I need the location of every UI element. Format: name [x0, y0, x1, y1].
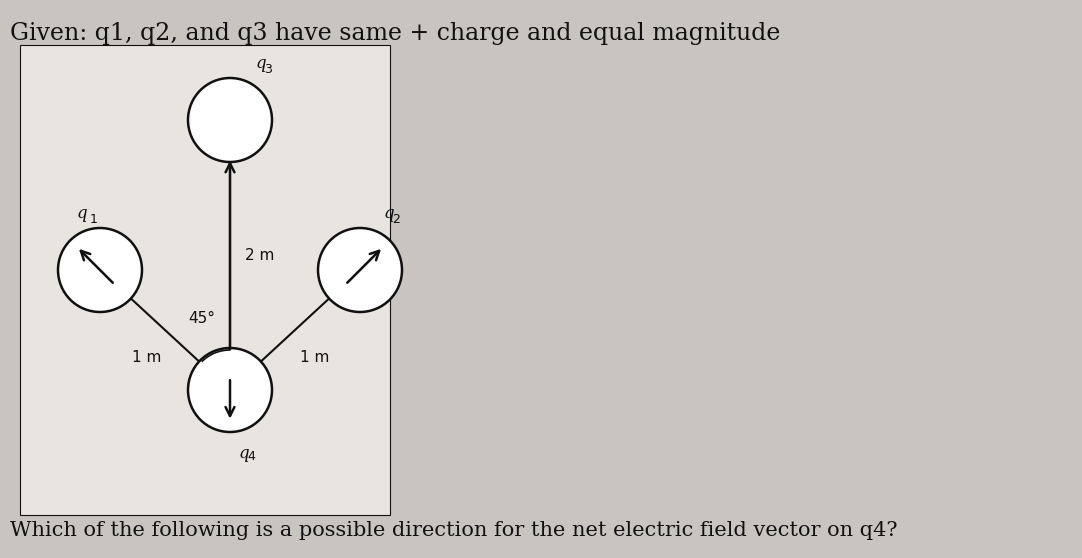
Text: 1: 1	[90, 213, 97, 225]
Text: q: q	[383, 205, 394, 222]
Text: 1 m: 1 m	[132, 350, 161, 365]
Text: 3: 3	[264, 62, 272, 76]
Bar	[19, 45, 390, 515]
Text: 2 m: 2 m	[245, 248, 275, 262]
Text: Given: q1, q2, and q3 have same + charge and equal magnitude: Given: q1, q2, and q3 have same + charge…	[10, 22, 780, 45]
Text: q: q	[238, 445, 249, 461]
Text: 2: 2	[392, 213, 400, 225]
Text: 4: 4	[248, 450, 255, 463]
Text: q: q	[255, 55, 266, 71]
Circle shape	[318, 228, 403, 312]
Circle shape	[188, 348, 272, 432]
Circle shape	[188, 78, 272, 162]
Text: 1 m: 1 m	[301, 350, 330, 365]
Text: 45°: 45°	[188, 311, 215, 326]
Text: q: q	[77, 205, 88, 222]
Circle shape	[58, 228, 142, 312]
Text: Which of the following is a possible direction for the net electric field vector: Which of the following is a possible dir…	[10, 521, 897, 540]
